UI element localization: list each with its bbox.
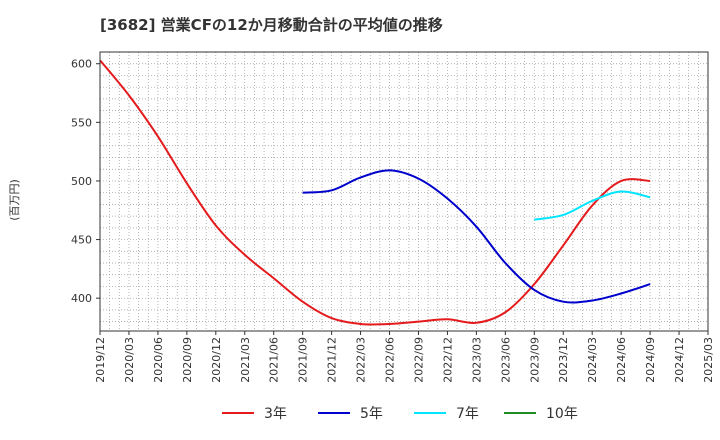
series-line-7年 [534, 190, 651, 221]
x-tick-label: 2020/03 [123, 337, 136, 383]
plot-lines [99, 59, 651, 326]
x-tick-label: 2023/12 [557, 337, 570, 383]
y-tick-label: 600 [71, 58, 92, 71]
x-ticks: 2019/12 2020/03 2020/06 2020/09 2020/12 2021/… [94, 331, 715, 383]
x-tick-label: 2021/09 [297, 337, 310, 383]
chart-title: [3682] 営業CFの12か月移動合計の平均値の推移 [100, 16, 443, 34]
x-tick-label: 2023/06 [499, 337, 512, 383]
legend-label: 7年 [456, 406, 479, 422]
series-line-3年 [99, 59, 651, 326]
legend: 3年 5年 7年 10年 [222, 406, 578, 422]
y-tick-label: 450 [71, 234, 92, 247]
x-tick-label: 2021/03 [239, 337, 252, 383]
legend-label: 3年 [264, 406, 287, 422]
x-tick-label: 2020/09 [181, 337, 194, 383]
series-line-5年 [302, 169, 651, 304]
x-tick-label: 2024/12 [673, 337, 686, 383]
plot-frame [99, 51, 709, 332]
y-axis-label: (百万円) [8, 179, 21, 221]
x-tick-label: 2024/03 [586, 337, 599, 383]
x-tick-label: 2023/03 [470, 337, 483, 383]
x-tick-label: 2025/03 [702, 337, 715, 383]
x-tick-label: 2022/03 [355, 337, 368, 383]
legend-label: 5年 [360, 406, 383, 422]
grid [99, 51, 709, 331]
y-ticks: 400 450 500 550 600 [71, 58, 100, 305]
x-tick-label: 2021/12 [326, 337, 339, 383]
x-tick-label: 2024/06 [615, 337, 628, 383]
x-tick-label: 2019/12 [94, 337, 107, 383]
x-tick-label: 2020/12 [210, 337, 223, 383]
x-tick-label: 2020/06 [152, 337, 165, 383]
legend-label: 10年 [546, 406, 578, 422]
x-tick-label: 2023/09 [528, 337, 541, 383]
x-tick-label: 2024/09 [644, 337, 657, 383]
y-tick-label: 500 [71, 175, 92, 188]
x-tick-label: 2022/06 [384, 337, 397, 383]
x-tick-label: 2021/06 [268, 337, 281, 383]
x-tick-label: 2022/09 [412, 337, 425, 383]
x-tick-label: 2022/12 [441, 337, 454, 383]
y-tick-label: 550 [71, 116, 92, 129]
y-tick-label: 400 [71, 292, 92, 305]
